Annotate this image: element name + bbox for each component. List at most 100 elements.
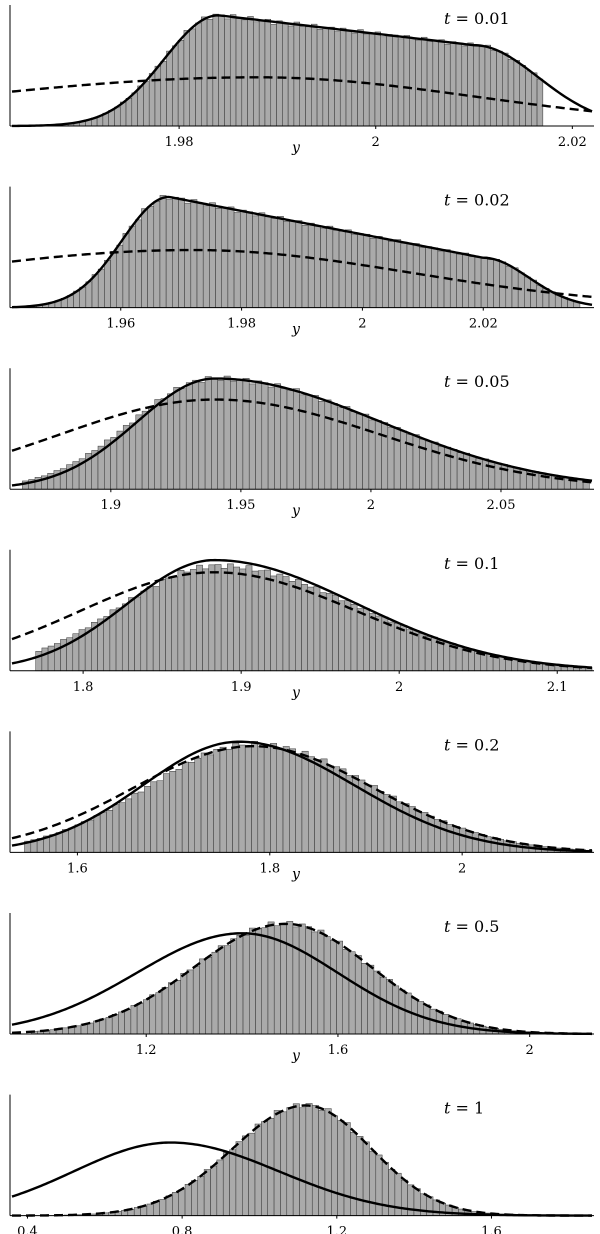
histogram-bar	[356, 413, 363, 490]
dashed-curve	[11, 571, 593, 670]
x-tick-label: 2.1	[547, 680, 568, 695]
histogram-bar	[185, 382, 193, 490]
histogram-bar	[293, 388, 300, 490]
histogram-bar	[345, 30, 353, 127]
histogram-bar	[482, 458, 489, 490]
histogram-bar	[421, 812, 429, 853]
histogram-bar	[201, 16, 208, 127]
histogram-bar	[131, 792, 139, 853]
histogram-bar	[208, 564, 216, 672]
panel-title: t = 0.05	[444, 372, 510, 391]
histogram-bar	[226, 748, 233, 853]
histogram-bar	[286, 1107, 294, 1216]
histogram-bar	[338, 230, 346, 308]
histogram-bar	[135, 414, 143, 490]
histogram-bar	[292, 926, 300, 1035]
histogram-bar	[289, 748, 296, 853]
histogram-bar	[324, 399, 332, 490]
histogram-bar	[192, 379, 200, 490]
histogram-bar	[195, 22, 202, 127]
histogram-bar	[298, 923, 306, 1035]
x-tick-label: 1.2	[136, 1043, 157, 1058]
histogram-bar	[153, 201, 161, 308]
histogram-bar	[174, 980, 181, 1035]
histogram-bar	[124, 1009, 132, 1035]
histogram-bar	[224, 945, 231, 1035]
histogram-bar	[421, 36, 428, 127]
histogram-bar	[502, 52, 509, 127]
histogram-bar	[282, 746, 290, 853]
solid-curve	[11, 195, 593, 309]
histogram-bar	[257, 570, 265, 672]
histogram-bar	[183, 571, 191, 672]
solid-curve	[11, 377, 593, 487]
histogram-bar	[229, 1149, 237, 1216]
histogram-bar	[357, 29, 364, 127]
histogram-bar	[496, 50, 503, 127]
histogram-bar	[344, 600, 352, 672]
histogram-bar	[242, 1135, 249, 1216]
histogram-bar	[87, 1022, 94, 1035]
histogram-bar	[206, 19, 214, 127]
histogram-bar	[394, 1172, 402, 1216]
histogram-bar	[345, 775, 353, 853]
histogram-bar	[288, 581, 296, 672]
histogram-bar	[159, 1199, 167, 1216]
solid-curve	[11, 740, 593, 853]
histogram-bar	[286, 921, 294, 1035]
histogram-bar	[446, 824, 454, 853]
histogram-bar	[93, 815, 101, 853]
histogram-bar	[293, 21, 300, 127]
histogram-bar	[122, 425, 130, 490]
panel-title: t = 1	[444, 1099, 484, 1118]
histogram-bar	[114, 106, 121, 127]
histogram-bar	[431, 441, 439, 490]
histogram-bar	[295, 753, 303, 853]
histogram-bar	[388, 1169, 396, 1216]
histogram-bar	[236, 934, 244, 1035]
panel-4: 1.8 1.9 2 2.1 y t = 0.1	[9, 549, 594, 701]
histogram-bar	[211, 378, 218, 490]
histogram-bar	[351, 32, 358, 127]
histogram-bar	[531, 72, 538, 127]
histogram-bar	[261, 1121, 268, 1216]
histogram-bar	[314, 759, 322, 853]
histogram-bar	[333, 766, 341, 853]
histogram-bar	[350, 1132, 357, 1216]
histogram-bar	[438, 39, 445, 127]
histogram-bar	[503, 840, 511, 853]
panel-7: 0.4 0.8 1.2 1.6 y t = 1	[9, 1094, 594, 1234]
x-axis-label: y	[291, 322, 301, 338]
x-axis-label: y	[291, 1048, 301, 1064]
histogram-bar	[368, 33, 376, 127]
x-axis-label: y	[291, 503, 301, 519]
dashed-curve	[11, 922, 593, 1035]
histogram-bar	[444, 43, 451, 127]
histogram-bar	[311, 931, 319, 1035]
histogram-bar	[177, 570, 185, 672]
histogram-bar	[287, 25, 295, 127]
histogram-bar	[116, 244, 124, 308]
histogram-bar	[389, 795, 397, 853]
histogram-bar	[307, 222, 315, 308]
histogram-bar	[349, 411, 357, 490]
x-tick-label: 2	[458, 861, 466, 876]
histogram-bar	[106, 809, 114, 853]
histogram-bar	[478, 834, 486, 853]
histogram-bars	[23, 195, 581, 308]
histogram-bar	[62, 1027, 69, 1035]
histogram-bar	[219, 746, 227, 853]
histogram-bar	[184, 1184, 192, 1216]
histogram-bar	[301, 584, 308, 672]
histogram-bar	[394, 239, 402, 308]
histogram-bar	[308, 756, 315, 853]
histogram-bar	[110, 251, 117, 308]
histogram-bar	[375, 1154, 383, 1216]
histogram-bar	[280, 1111, 288, 1216]
histogram-bar	[507, 59, 515, 127]
histogram-bar	[162, 773, 170, 853]
histogram-bar	[186, 969, 194, 1035]
histogram-bar	[363, 33, 370, 127]
histogram-bar	[247, 16, 254, 127]
